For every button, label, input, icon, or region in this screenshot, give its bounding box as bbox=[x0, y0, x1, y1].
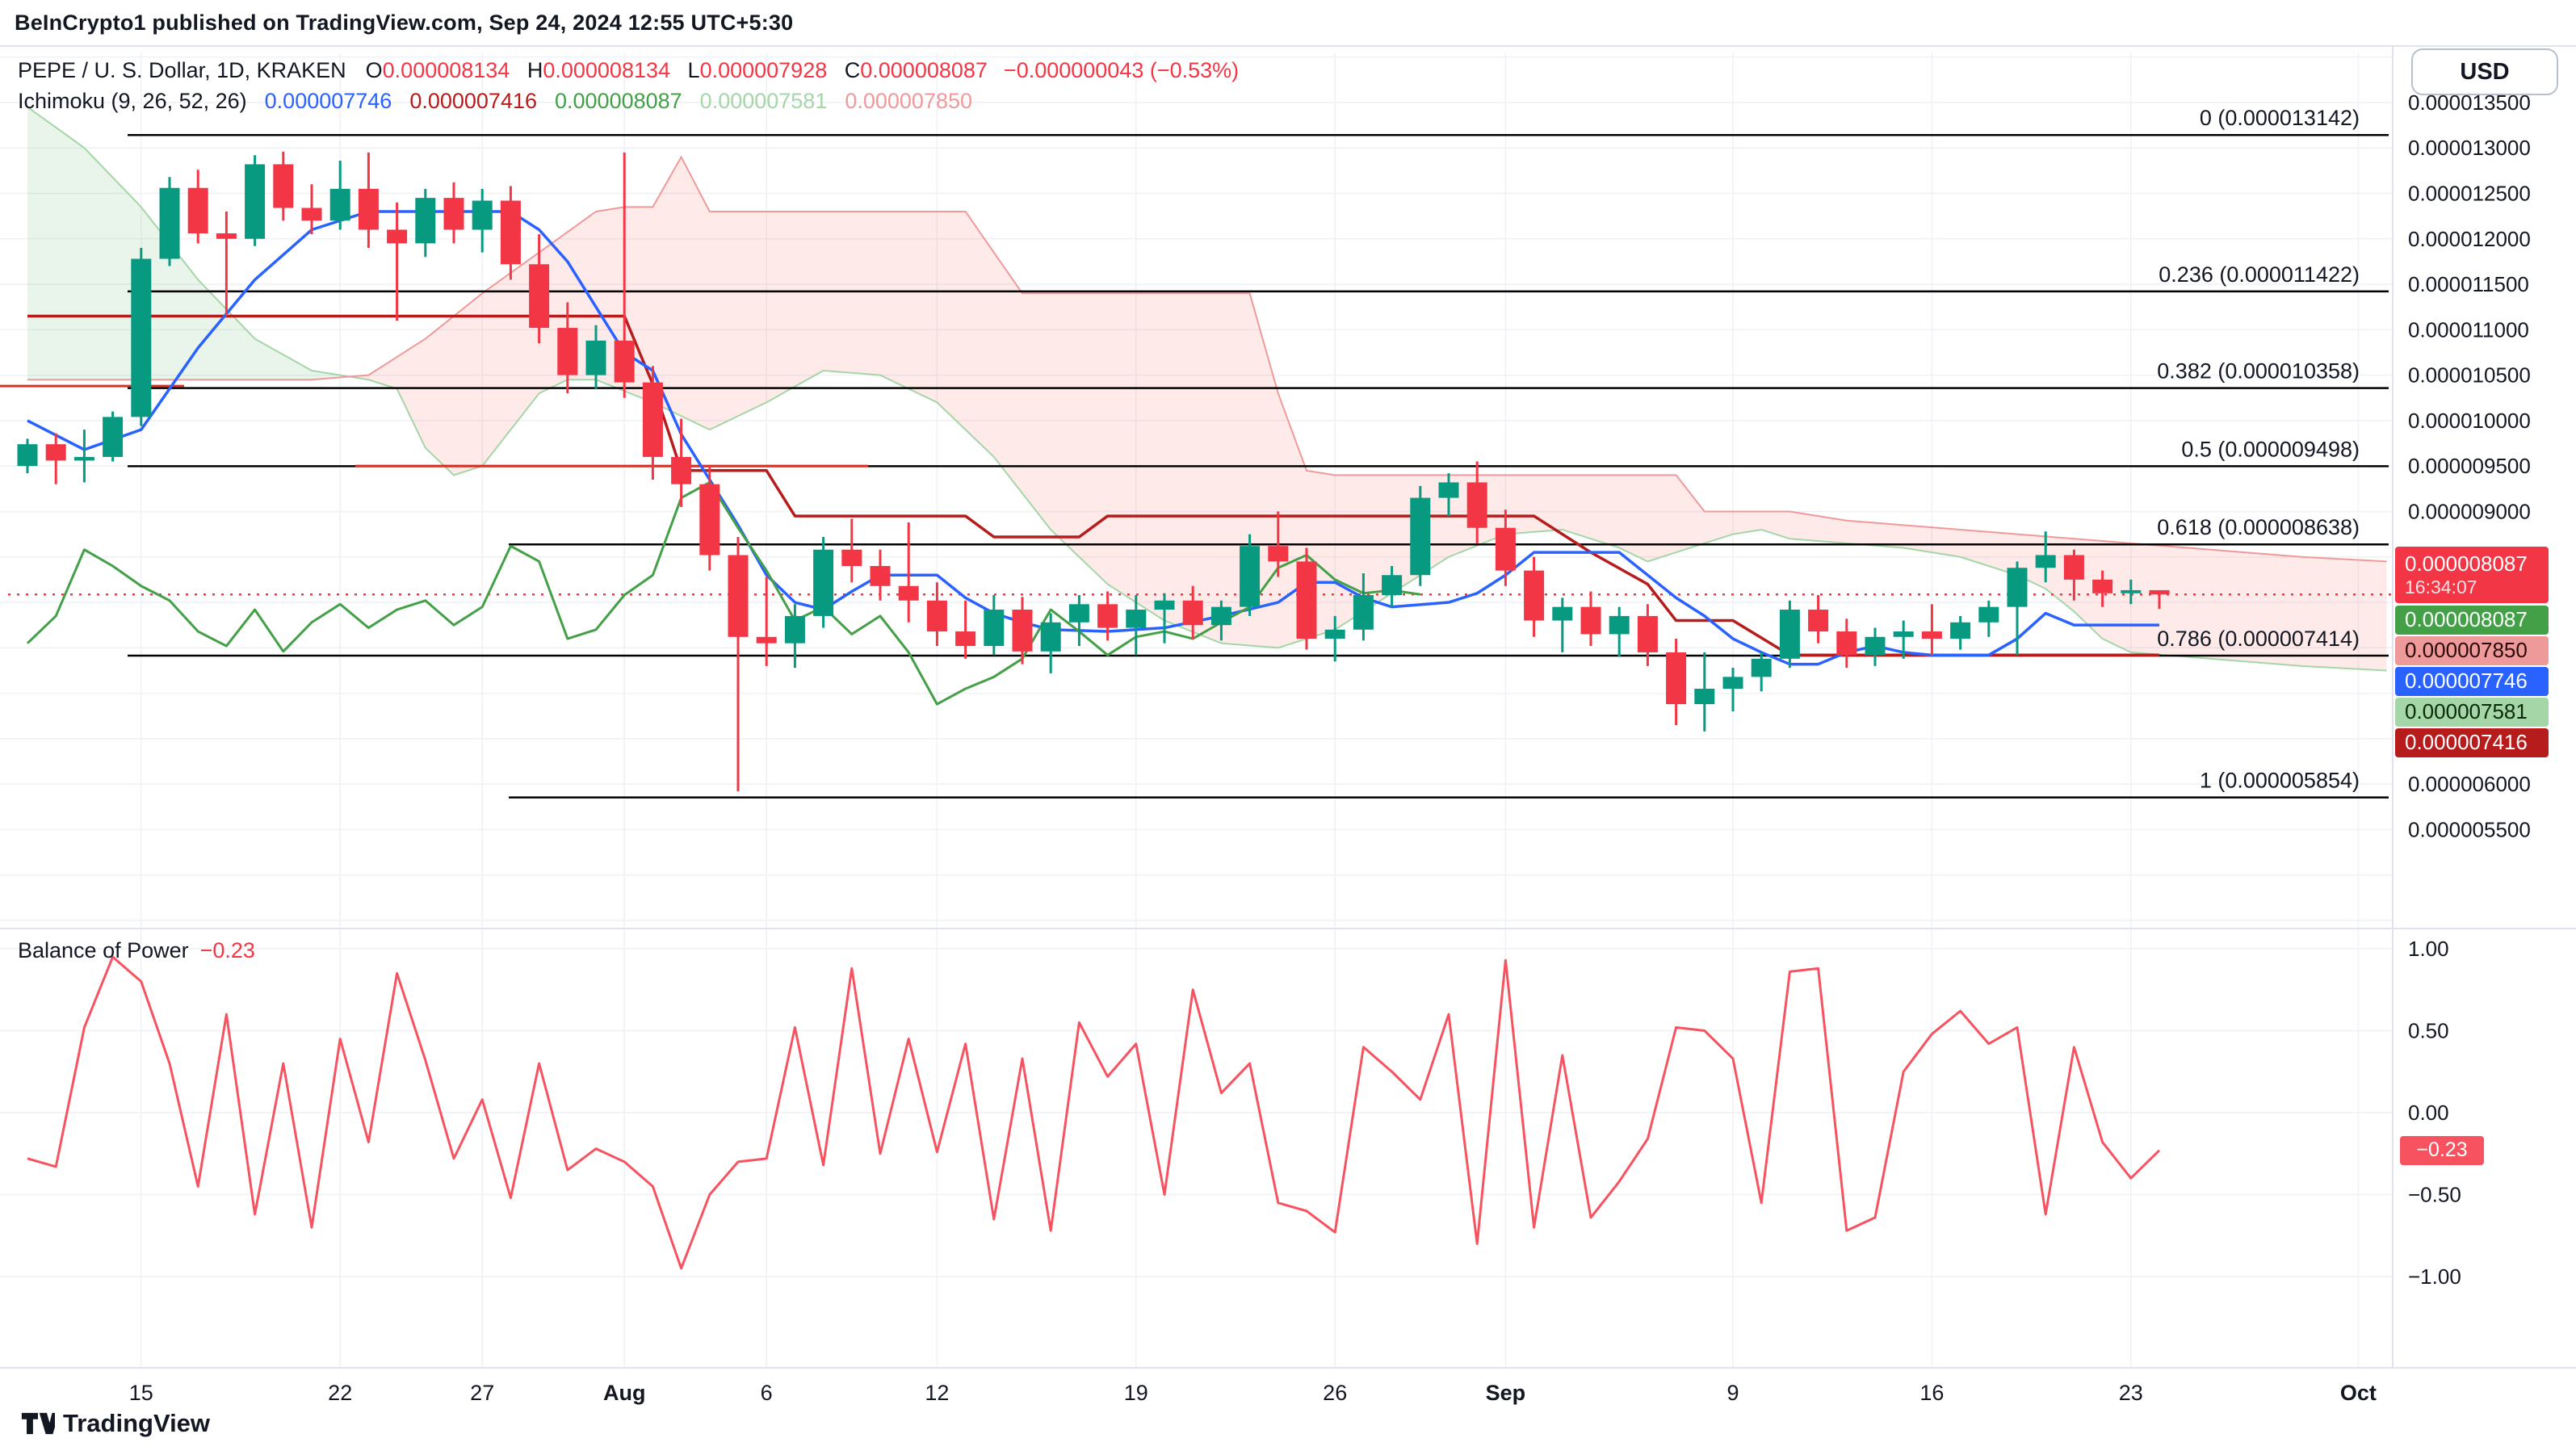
low-value: 0.000007928 bbox=[699, 58, 828, 82]
svg-text:0.000013000: 0.000013000 bbox=[2408, 136, 2531, 160]
bop-title: Balance of Power bbox=[18, 938, 189, 962]
change-value: −0.000000043 (−0.53%) bbox=[1003, 58, 1240, 82]
close-key: C bbox=[844, 58, 861, 82]
last-price-badge: 0.000008087 16:34:07 bbox=[2395, 547, 2549, 603]
svg-text:23: 23 bbox=[2119, 1381, 2143, 1405]
high-key: H bbox=[527, 58, 543, 82]
lagging-value: 0.000008087 bbox=[555, 89, 682, 113]
indicator-price-badge: 0.000007850 bbox=[2395, 636, 2549, 665]
svg-text:0.000012000: 0.000012000 bbox=[2408, 227, 2531, 251]
fibonacci-levels: 0 (0.000013142) 0.236 (0.000011422) 0.382 … bbox=[0, 106, 2393, 799]
attribution-text: BeInCrypto1 published on TradingView.com… bbox=[15, 10, 794, 35]
currency-toggle-button[interactable]: USD bbox=[2411, 48, 2558, 95]
svg-text:0.5 (0.000009498): 0.5 (0.000009498) bbox=[2181, 437, 2360, 461]
svg-text:9: 9 bbox=[1726, 1381, 1739, 1405]
symbol-title: PEPE / U. S. Dollar, 1D, KRAKEN bbox=[18, 58, 346, 82]
svg-text:6: 6 bbox=[761, 1381, 773, 1405]
symbol-legend[interactable]: PEPE / U. S. Dollar, 1D, KRAKEN O0.00000… bbox=[18, 58, 1239, 83]
svg-text:0.236 (0.000011422): 0.236 (0.000011422) bbox=[2159, 262, 2360, 287]
svg-text:0.000009000: 0.000009000 bbox=[2408, 499, 2531, 523]
svg-text:19: 19 bbox=[1124, 1381, 1148, 1405]
ohlc-values: O0.000008134 H0.000008134 L0.000007928 C… bbox=[355, 58, 988, 83]
axes: 0.0000135000.0000130000.0000125000.00001… bbox=[129, 90, 2531, 1405]
kijun-value: 0.000007416 bbox=[409, 89, 537, 113]
svg-text:1.00: 1.00 bbox=[2408, 937, 2449, 961]
svg-text:0.382 (0.000010358): 0.382 (0.000010358) bbox=[2157, 359, 2360, 384]
ichimoku-legend[interactable]: Ichimoku (9, 26, 52, 26) 0.000007746 0.0… bbox=[18, 89, 972, 114]
tenkan-value: 0.000007746 bbox=[264, 89, 392, 113]
svg-text:0.786 (0.000007414): 0.786 (0.000007414) bbox=[2157, 627, 2360, 651]
svg-text:−1.00: −1.00 bbox=[2408, 1264, 2461, 1289]
ichimoku-title: Ichimoku (9, 26, 52, 26) bbox=[18, 89, 247, 113]
svg-text:0.618 (0.000008638): 0.618 (0.000008638) bbox=[2157, 515, 2360, 539]
open-value: 0.000008134 bbox=[382, 58, 510, 82]
bop-legend[interactable]: Balance of Power −0.23 bbox=[18, 938, 255, 963]
tradingview-watermark-text: TradingView bbox=[63, 1409, 211, 1437]
svg-text:26: 26 bbox=[1323, 1381, 1347, 1405]
svg-text:Aug: Aug bbox=[603, 1381, 645, 1405]
svg-text:0.000011000: 0.000011000 bbox=[2408, 317, 2529, 342]
svg-text:0.00: 0.00 bbox=[2408, 1101, 2449, 1125]
svg-text:0.000012500: 0.000012500 bbox=[2408, 181, 2531, 205]
candlesticks bbox=[17, 151, 2170, 792]
svg-text:Sep: Sep bbox=[1486, 1381, 1526, 1405]
svg-text:16: 16 bbox=[1919, 1381, 1944, 1405]
time-axis[interactable] bbox=[0, 1368, 2393, 1418]
high-value: 0.000008134 bbox=[543, 58, 671, 82]
svg-text:15: 15 bbox=[129, 1381, 153, 1405]
svg-text:0.000010000: 0.000010000 bbox=[2408, 409, 2531, 433]
svg-text:0.000011500: 0.000011500 bbox=[2408, 272, 2529, 296]
tradingview-logo-icon bbox=[21, 1412, 55, 1435]
svg-text:12: 12 bbox=[925, 1381, 949, 1405]
svg-text:Oct: Oct bbox=[2340, 1381, 2377, 1405]
svg-text:0.50: 0.50 bbox=[2408, 1019, 2449, 1043]
balance-of-power-plot bbox=[27, 955, 2161, 1270]
svg-text:0.000006000: 0.000006000 bbox=[2408, 772, 2531, 796]
open-key: O bbox=[365, 58, 383, 82]
svg-text:27: 27 bbox=[470, 1381, 494, 1405]
svg-text:0.000009500: 0.000009500 bbox=[2408, 454, 2531, 478]
span-a-value: 0.000007581 bbox=[699, 89, 828, 113]
close-value: 0.000008087 bbox=[860, 58, 988, 82]
svg-text:0.000005500: 0.000005500 bbox=[2408, 817, 2531, 841]
header-bar: BeInCrypto1 published on TradingView.com… bbox=[0, 0, 2576, 47]
indicator-price-badge: 0.000007416 bbox=[2395, 728, 2549, 757]
svg-text:−0.50: −0.50 bbox=[2408, 1183, 2461, 1207]
svg-text:22: 22 bbox=[328, 1381, 352, 1405]
svg-text:0.000010500: 0.000010500 bbox=[2408, 363, 2531, 388]
span-b-value: 0.000007850 bbox=[845, 89, 973, 113]
indicator-price-badge: 0.000008087 bbox=[2395, 606, 2549, 635]
price-axis[interactable] bbox=[2393, 45, 2576, 1368]
indicator-price-badge: 0.000007746 bbox=[2395, 667, 2549, 696]
bop-axis-badge: −0.23 bbox=[2400, 1135, 2484, 1165]
svg-text:1 (0.000005854): 1 (0.000005854) bbox=[2200, 769, 2360, 793]
gridlines bbox=[0, 45, 2576, 1369]
indicator-price-badge: 0.000007581 bbox=[2395, 698, 2549, 727]
low-key: L bbox=[687, 58, 700, 82]
bop-current-value: −0.23 bbox=[199, 938, 255, 962]
svg-text:0 (0.000013142): 0 (0.000013142) bbox=[2200, 106, 2360, 130]
tradingview-watermark: TradingView bbox=[21, 1408, 210, 1439]
